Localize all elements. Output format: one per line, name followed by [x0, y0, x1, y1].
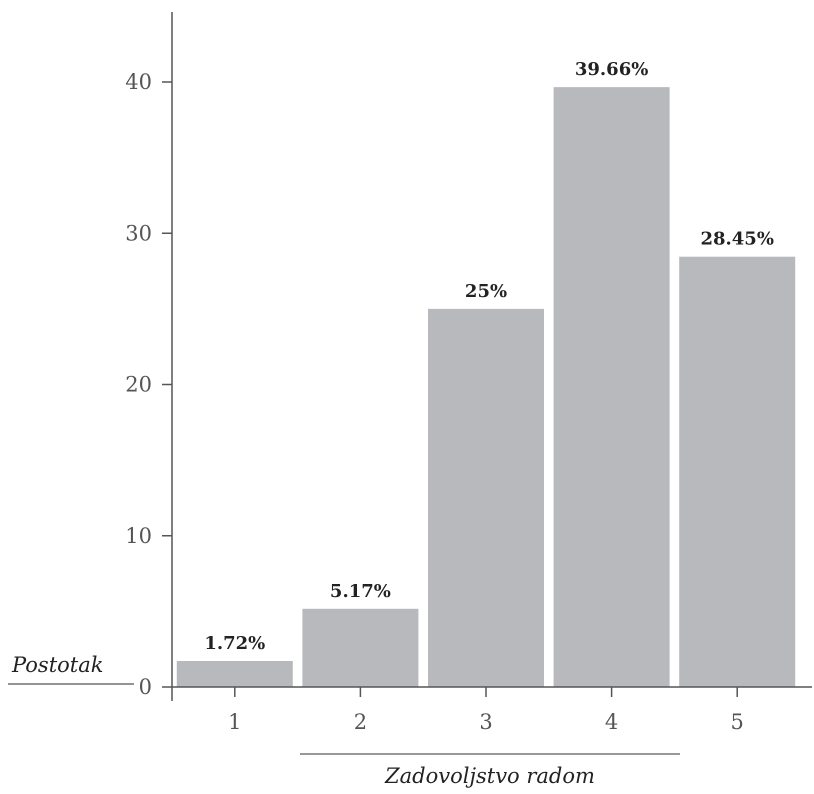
- x-tick-label-5: 5: [731, 710, 744, 734]
- x-tick-label-3: 3: [479, 710, 492, 734]
- data-label-2: 5.17%: [330, 581, 391, 602]
- data-label-5: 28.45%: [700, 229, 773, 250]
- data-label-1: 1.72%: [204, 633, 265, 654]
- x-tick-label-4: 4: [605, 710, 618, 734]
- y-tick-label-30: 30: [125, 221, 152, 245]
- bars-group: [176, 87, 796, 687]
- y-tick-label-40: 40: [125, 70, 152, 94]
- data-label-3: 25%: [465, 281, 507, 302]
- data-labels-group: 1.72% 5.17% 25% 39.66% 28.45%: [204, 59, 774, 654]
- bar-3: [428, 308, 544, 687]
- x-tick-label-1: 1: [228, 710, 241, 734]
- y-axis-title: Postotak: [11, 653, 103, 677]
- y-tick-label-0: 0: [139, 675, 152, 699]
- x-axis-title: Zadovoljstvo radom: [384, 764, 595, 788]
- data-label-4: 39.66%: [575, 59, 648, 80]
- axes-group: 1 2 3 4 5 0 10 20 30 40: [125, 12, 812, 734]
- bar-2: [302, 608, 419, 687]
- x-tick-label-2: 2: [354, 710, 367, 734]
- y-tick-label-10: 10: [125, 524, 152, 548]
- bar-1: [176, 660, 293, 687]
- bar-5: [679, 256, 796, 687]
- bar-4: [553, 87, 670, 687]
- y-tick-label-20: 20: [125, 373, 152, 397]
